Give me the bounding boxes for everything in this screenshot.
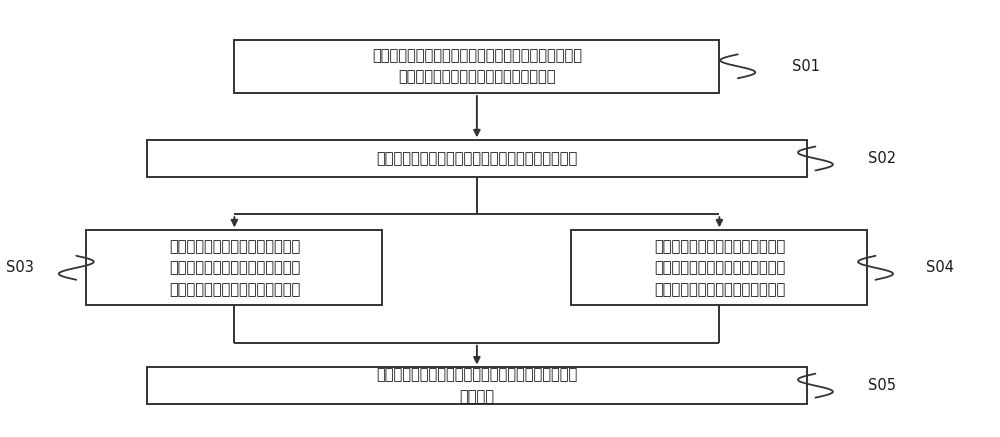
Text: 将所述心电图信号样本、所述心脏
搏动周期特征以及所述小波特征输
入至第二模型，得到预测数据数组: 将所述心电图信号样本、所述心脏 搏动周期特征以及所述小波特征输 入至第二模型，得… (654, 239, 785, 297)
Text: 根据所述心电图样本信号进行小波变换得到小波特征: 根据所述心电图样本信号进行小波变换得到小波特征 (376, 151, 578, 166)
Text: S03: S03 (6, 260, 34, 275)
Text: 将所述心电图信号样本、所述心脏
搏动周期特征以及所述小波特征输
入至第一模型，得到心律失常类别: 将所述心电图信号样本、所述心脏 搏动周期特征以及所述小波特征输 入至第一模型，得… (169, 239, 300, 297)
Text: 获取心电信号样本，根据所述心电信号样本进行分割，
得到心电图信号样本和心脏搏动周期特征: 获取心电信号样本，根据所述心电信号样本进行分割， 得到心电图信号样本和心脏搏动周… (372, 48, 582, 85)
Text: 结合所述心律失常类别以及所述预测数据数组进行可
视化展示: 结合所述心律失常类别以及所述预测数据数组进行可 视化展示 (376, 368, 578, 404)
Bar (147, 140, 807, 177)
Bar (86, 230, 382, 305)
Bar (147, 368, 807, 404)
Text: S04: S04 (926, 260, 954, 275)
Text: S05: S05 (868, 378, 896, 393)
Bar (571, 230, 867, 305)
Text: S01: S01 (792, 59, 820, 74)
Text: S02: S02 (868, 151, 896, 166)
Bar (234, 39, 719, 93)
